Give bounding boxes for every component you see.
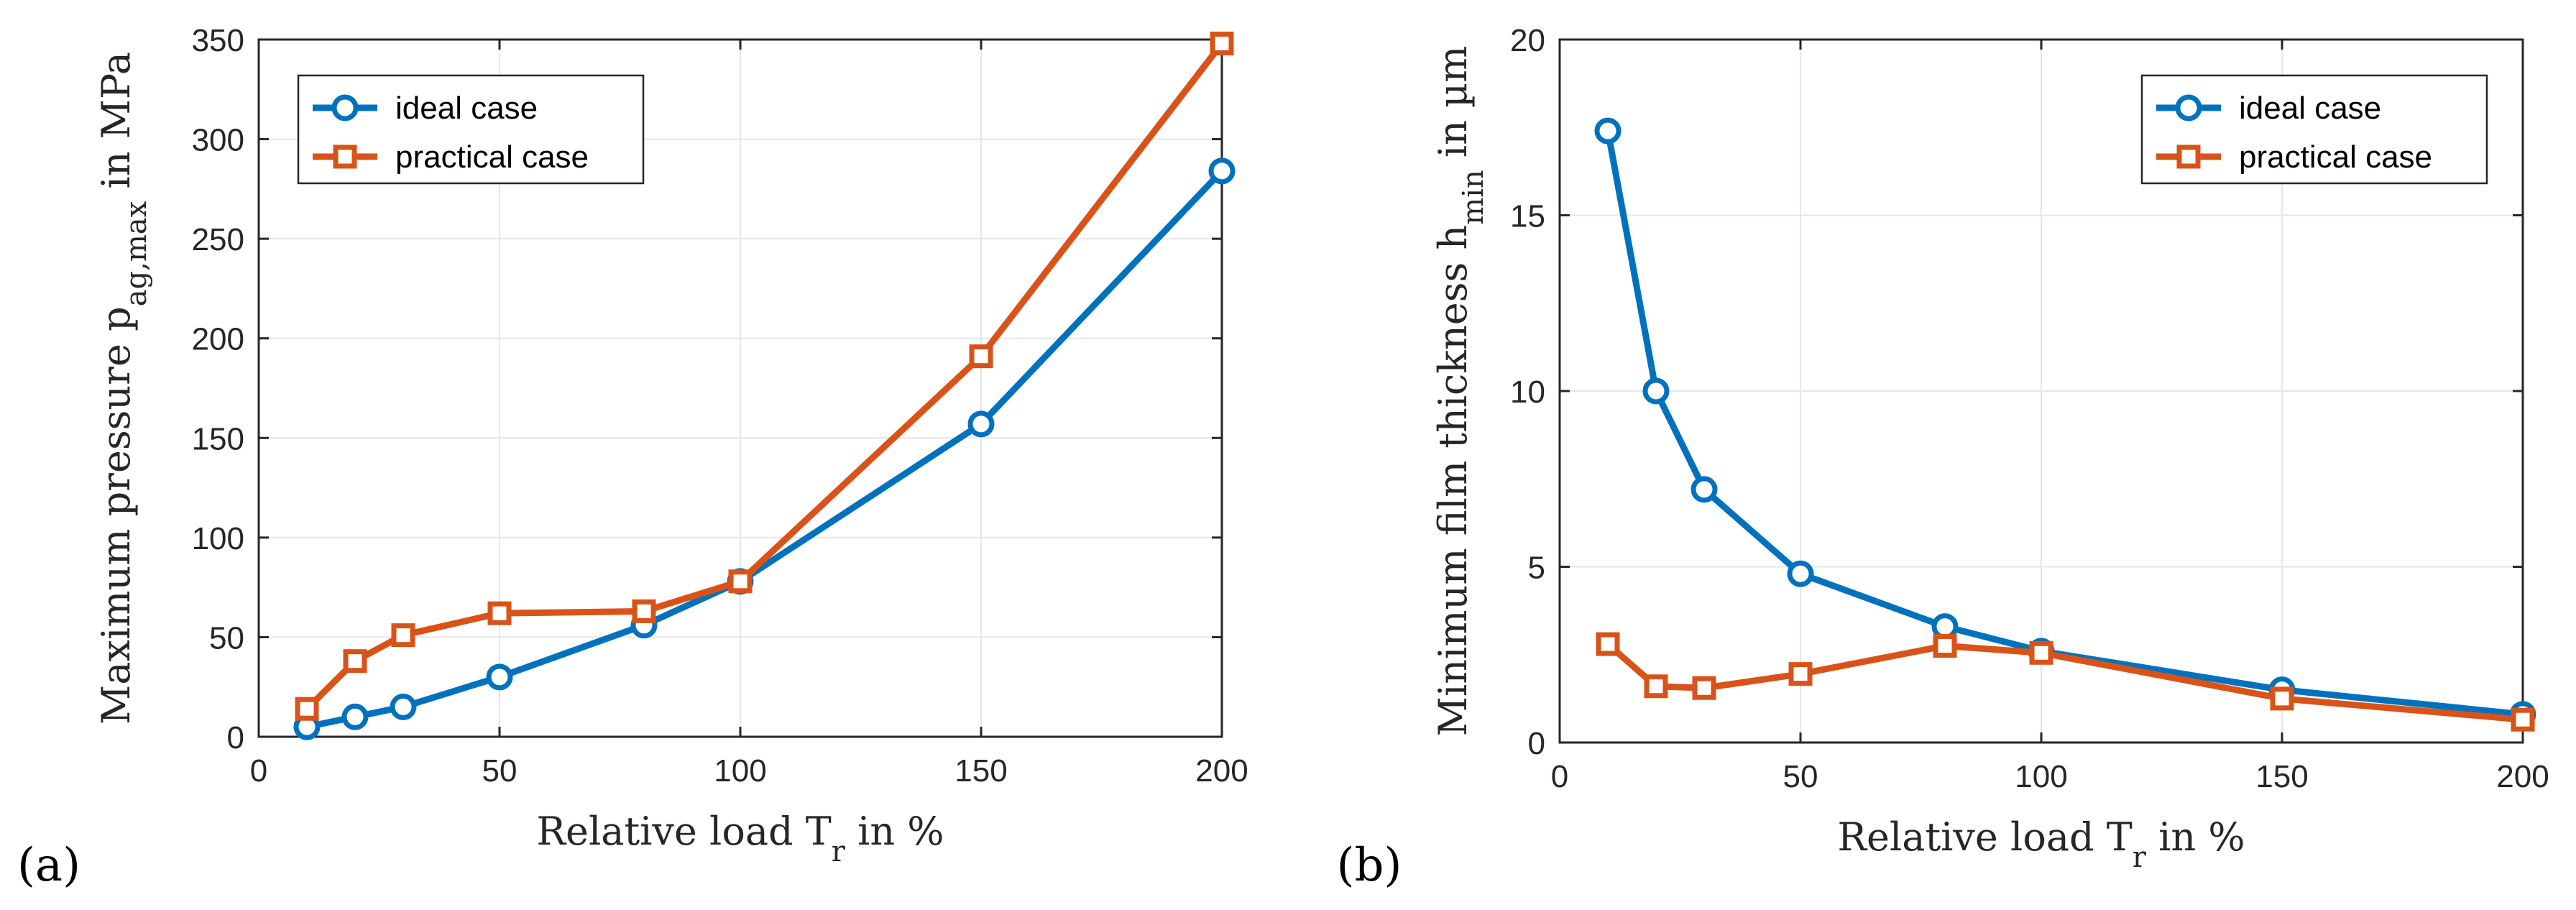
legend-marker	[333, 144, 357, 169]
data-point-ideal	[1642, 377, 1670, 405]
data-point-practical	[2270, 686, 2294, 711]
x-tick-label: 0	[250, 753, 267, 789]
x-axis-label: Relative load Tr in %	[1837, 814, 2245, 874]
y-tick-label: 200	[192, 322, 244, 357]
data-point-ideal	[1787, 560, 1814, 587]
x-tick-label: 50	[482, 753, 518, 789]
data-point-ideal	[341, 703, 369, 730]
data-point-practical	[969, 344, 993, 369]
data-point-ideal	[1208, 157, 1236, 185]
data-point-practical	[1210, 32, 1234, 56]
data-point-practical	[1644, 674, 1668, 699]
data-point-practical	[1692, 676, 1716, 700]
legend-entry-label: practical case	[2239, 139, 2432, 175]
data-point-practical	[391, 623, 415, 648]
data-point-practical	[2029, 640, 2053, 665]
chart-panel-a: 0 50 100 150 200 0 50 100 150 200 250 300 350 Relativ…	[17, 23, 1248, 892]
data-point-practical	[487, 601, 512, 625]
data-point-practical	[2511, 707, 2535, 732]
legend-marker	[2175, 94, 2202, 121]
chart-panel-b: 0 50 100 150 200 0 5 10 15 20 Relative load Tr in …	[1337, 23, 2549, 892]
y-tick-label: 350	[192, 23, 244, 58]
y-tick-label: 0	[1528, 726, 1545, 761]
y-tick-label: 0	[227, 720, 244, 755]
data-point-practical	[1933, 634, 1957, 658]
y-tick-label: 20	[1510, 23, 1545, 58]
legend-marker	[2176, 144, 2201, 169]
data-point-ideal	[1594, 117, 1622, 144]
data-point-ideal	[486, 663, 513, 691]
x-tick-label: 100	[2015, 759, 2067, 794]
legend-entry-label: practical case	[395, 139, 589, 175]
data-point-ideal	[967, 410, 995, 438]
panel-label: (b)	[1337, 839, 1402, 892]
y-tick-label: 300	[192, 123, 244, 158]
y-tick-label: 50	[209, 620, 244, 656]
x-axis-label: Relative load Tr in %	[536, 809, 944, 868]
y-tick-label: 250	[192, 222, 244, 257]
panel-label: (a)	[17, 839, 80, 892]
x-tick-label: 0	[1551, 759, 1568, 794]
y-tick-label: 10	[1510, 374, 1545, 410]
y-tick-label: 5	[1528, 551, 1545, 586]
legend-entry-label: ideal case	[395, 91, 538, 126]
data-point-practical	[1596, 632, 1620, 656]
x-tick-label: 150	[954, 753, 1007, 789]
data-point-practical	[632, 599, 656, 623]
y-tick-label: 15	[1510, 199, 1545, 234]
legend-marker	[331, 94, 359, 121]
data-point-practical	[1788, 662, 1813, 686]
data-point-practical	[295, 697, 319, 721]
data-point-ideal	[390, 693, 417, 720]
x-tick-label: 150	[2255, 759, 2308, 794]
data-point-practical	[343, 649, 367, 674]
y-tick-label: 100	[192, 521, 244, 556]
x-tick-label: 100	[714, 753, 766, 789]
legend-entry-label: ideal case	[2239, 91, 2381, 126]
series-line-ideal	[1604, 130, 2524, 718]
y-tick-label: 150	[192, 421, 244, 456]
data-point-ideal	[1690, 476, 1718, 503]
y-axis-label: Maximum pressure pag,max in MPa	[93, 52, 153, 725]
x-tick-label: 200	[1195, 753, 1248, 789]
x-tick-label: 200	[2496, 759, 2549, 794]
data-point-practical	[728, 569, 753, 594]
x-tick-label: 50	[1783, 759, 1818, 794]
y-axis-label: Minimum film thickness hmin in µm	[1430, 46, 1490, 737]
